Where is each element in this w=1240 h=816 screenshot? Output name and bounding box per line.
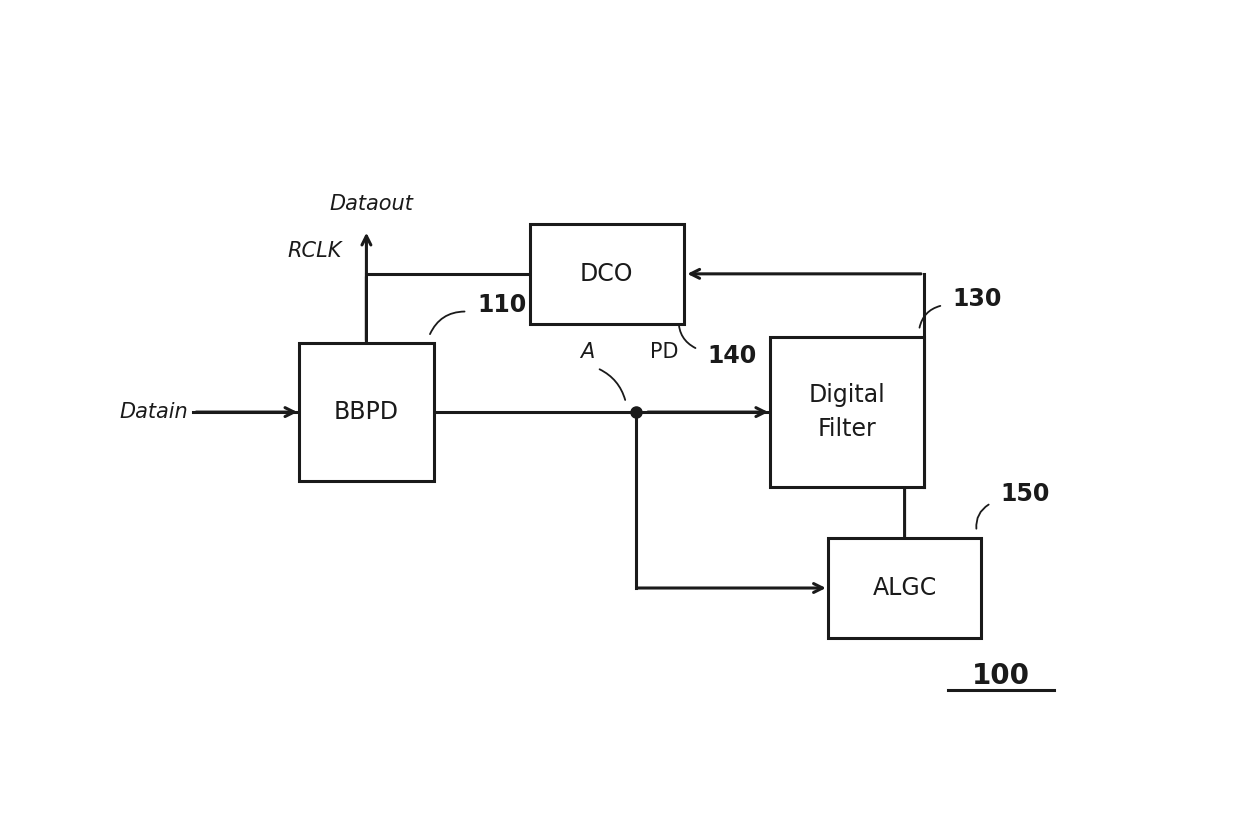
Text: 150: 150 xyxy=(1001,481,1050,506)
Text: Datain: Datain xyxy=(120,402,188,422)
Text: 140: 140 xyxy=(708,344,756,367)
Text: PD: PD xyxy=(650,342,678,361)
Text: DCO: DCO xyxy=(580,262,634,286)
Bar xyxy=(529,224,683,324)
Text: 110: 110 xyxy=(477,293,526,317)
Text: ALGC: ALGC xyxy=(873,576,936,600)
Text: 100: 100 xyxy=(972,662,1029,690)
Text: RCLK: RCLK xyxy=(288,242,342,261)
Text: BBPD: BBPD xyxy=(334,400,399,424)
Bar xyxy=(828,538,982,638)
Text: 130: 130 xyxy=(952,287,1002,311)
Bar xyxy=(299,343,434,481)
Bar xyxy=(770,337,924,487)
Text: Dataout: Dataout xyxy=(330,194,413,214)
Text: A: A xyxy=(580,342,594,361)
Text: Digital
Filter: Digital Filter xyxy=(808,384,885,441)
